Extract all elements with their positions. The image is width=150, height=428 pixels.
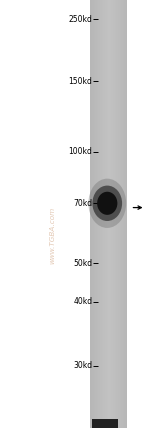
- Bar: [121, 0, 122, 428]
- Bar: [92, 0, 93, 428]
- Ellipse shape: [92, 186, 122, 221]
- Bar: [114, 0, 115, 428]
- Text: 150kd: 150kd: [68, 77, 92, 86]
- Bar: [96, 0, 97, 428]
- Bar: [113, 0, 114, 428]
- Bar: [101, 0, 102, 428]
- Text: 100kd: 100kd: [68, 147, 92, 157]
- Bar: [102, 0, 103, 428]
- Bar: [108, 0, 109, 428]
- Bar: [115, 0, 116, 428]
- Bar: [124, 0, 125, 428]
- Bar: [107, 0, 108, 428]
- Bar: [125, 0, 126, 428]
- Text: 50kd: 50kd: [73, 259, 92, 268]
- Bar: [116, 0, 117, 428]
- Bar: [118, 0, 119, 428]
- Bar: [119, 0, 120, 428]
- Bar: [112, 0, 113, 428]
- Ellipse shape: [97, 192, 117, 215]
- Ellipse shape: [88, 178, 126, 228]
- Bar: [117, 0, 118, 428]
- Bar: [126, 0, 127, 428]
- Bar: [109, 0, 110, 428]
- Bar: [123, 0, 124, 428]
- Text: 30kd: 30kd: [73, 361, 92, 371]
- Bar: [95, 0, 96, 428]
- Bar: [98, 0, 99, 428]
- Bar: [99, 0, 100, 428]
- Bar: [120, 0, 121, 428]
- Bar: [97, 0, 98, 428]
- Bar: [94, 0, 95, 428]
- Bar: [100, 0, 101, 428]
- Text: www.TGBA.com: www.TGBA.com: [50, 207, 56, 264]
- Bar: [103, 0, 104, 428]
- Bar: [93, 0, 94, 428]
- Bar: [110, 0, 111, 428]
- Bar: [105, 0, 106, 428]
- Bar: [91, 0, 92, 428]
- Text: 70kd: 70kd: [73, 199, 92, 208]
- Bar: [104, 0, 105, 428]
- Text: 250kd: 250kd: [68, 15, 92, 24]
- Text: 40kd: 40kd: [73, 297, 92, 306]
- Bar: [106, 0, 107, 428]
- Bar: [90, 0, 91, 428]
- Bar: [122, 0, 123, 428]
- Bar: [111, 0, 112, 428]
- Bar: [92, 419, 118, 428]
